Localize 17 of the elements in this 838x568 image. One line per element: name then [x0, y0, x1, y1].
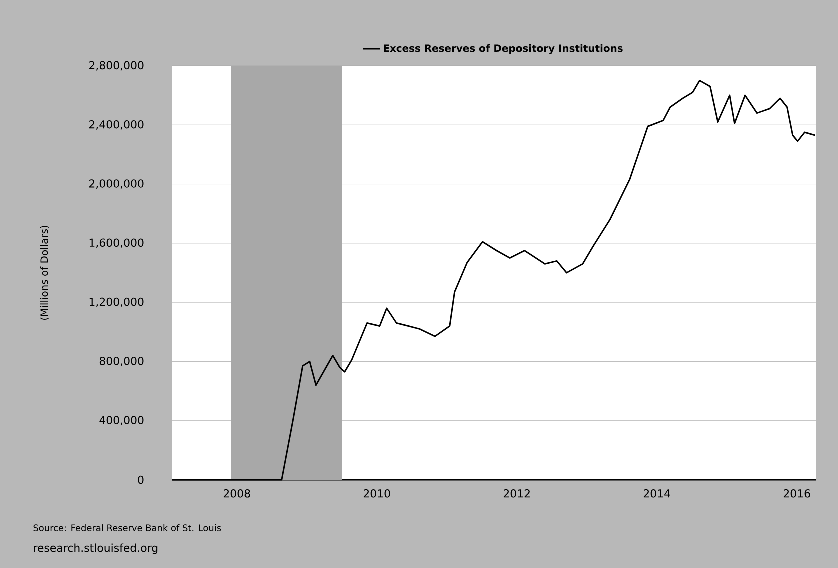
- y-tick-label: 800,000: [100, 357, 144, 366]
- y-tick-label: 1,200,000: [90, 298, 144, 308]
- y-tick-label: 2,000,000: [90, 180, 144, 189]
- y-axis-title: (Millions of Dollars): [40, 226, 50, 320]
- x-tick-label: 2014: [644, 490, 670, 498]
- y-tick-label: 1,600,000: [90, 238, 144, 248]
- source-note: Source: Federal Reserve Bank of St. Louis: [34, 524, 222, 532]
- y-tick-label: 400,000: [100, 416, 144, 426]
- x-tick-label: 2016: [784, 490, 810, 498]
- legend-label: Excess Reserves of Depository Institutions: [384, 44, 623, 54]
- text: research.stlouisfed.org: [34, 544, 158, 554]
- y-tick-label: 2,400,000: [90, 120, 144, 130]
- y-tick-label: 2,800,000: [90, 61, 144, 71]
- y-tick-label: 0: [138, 476, 144, 484]
- x-tick-label: 2012: [504, 490, 530, 498]
- x-tick-label: 2010: [364, 490, 390, 498]
- x-tick-label: 2008: [224, 490, 250, 498]
